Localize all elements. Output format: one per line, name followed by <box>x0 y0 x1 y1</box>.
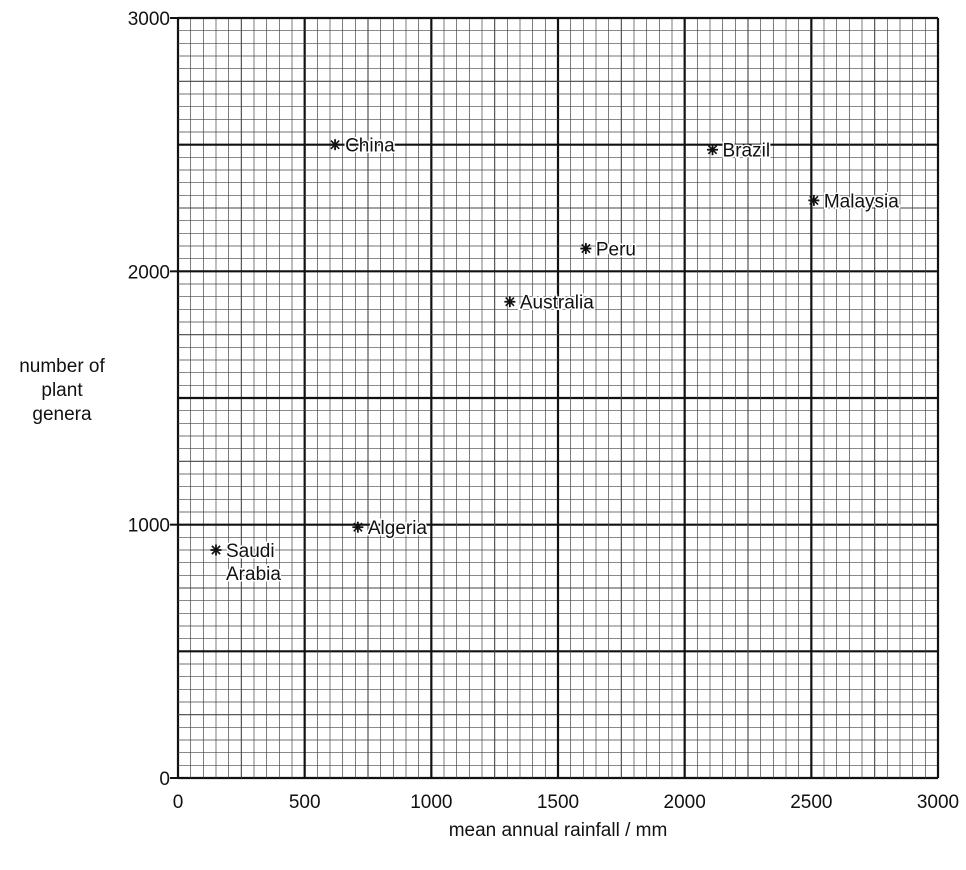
point-marker <box>707 145 718 155</box>
point-label: Arabia <box>226 564 281 585</box>
data-point: China <box>329 134 397 158</box>
data-point: Australia <box>504 291 596 315</box>
data-point: Brazil <box>707 139 772 163</box>
point-marker <box>809 195 819 206</box>
point-marker <box>211 545 221 555</box>
point-label: Saudi <box>226 541 275 562</box>
point-label: Malaysia <box>824 191 899 212</box>
x-tick-label: 2500 <box>790 792 832 813</box>
x-tick-label: 2000 <box>664 792 706 813</box>
graph-paper-grid <box>176 16 940 780</box>
data-points: China Brazil Malaysia Peru Australia Algeria S… <box>210 134 901 587</box>
point-marker <box>581 243 591 254</box>
x-tick-label: 0 <box>173 792 184 813</box>
x-tick-label: 3000 <box>917 792 959 813</box>
data-point: Malaysia <box>808 190 901 214</box>
point-label: Australia <box>520 293 594 314</box>
y-tick-label: 1000 <box>128 516 170 537</box>
y-axis-label-line: number of <box>19 356 105 377</box>
tick-labels: 0 500 1000 1500 2000 2500 3000 0 1000 2000 3000 <box>128 9 959 813</box>
y-tick-label: 3000 <box>128 9 170 30</box>
y-tick-label: 0 <box>159 769 170 790</box>
data-point: Algeria <box>352 517 429 541</box>
y-axis-label-line: plant <box>41 380 83 401</box>
y-tick-label: 2000 <box>128 262 170 283</box>
point-label: Algeria <box>368 518 428 539</box>
point-marker <box>505 297 515 307</box>
point-marker <box>353 522 363 532</box>
point-label: Brazil <box>723 141 771 162</box>
x-tick-label: 1000 <box>410 792 452 813</box>
y-axis-label-line: genera <box>32 404 92 425</box>
point-marker <box>330 139 340 150</box>
x-axis-label: mean annual rainfall / mm <box>448 820 668 841</box>
x-tick-label: 500 <box>289 792 321 813</box>
y-axis-label: number of plant genera <box>4 355 120 427</box>
point-label: Peru <box>596 240 636 261</box>
data-point: Peru <box>580 238 638 262</box>
point-label: China <box>345 136 395 157</box>
x-tick-label: 1500 <box>537 792 579 813</box>
